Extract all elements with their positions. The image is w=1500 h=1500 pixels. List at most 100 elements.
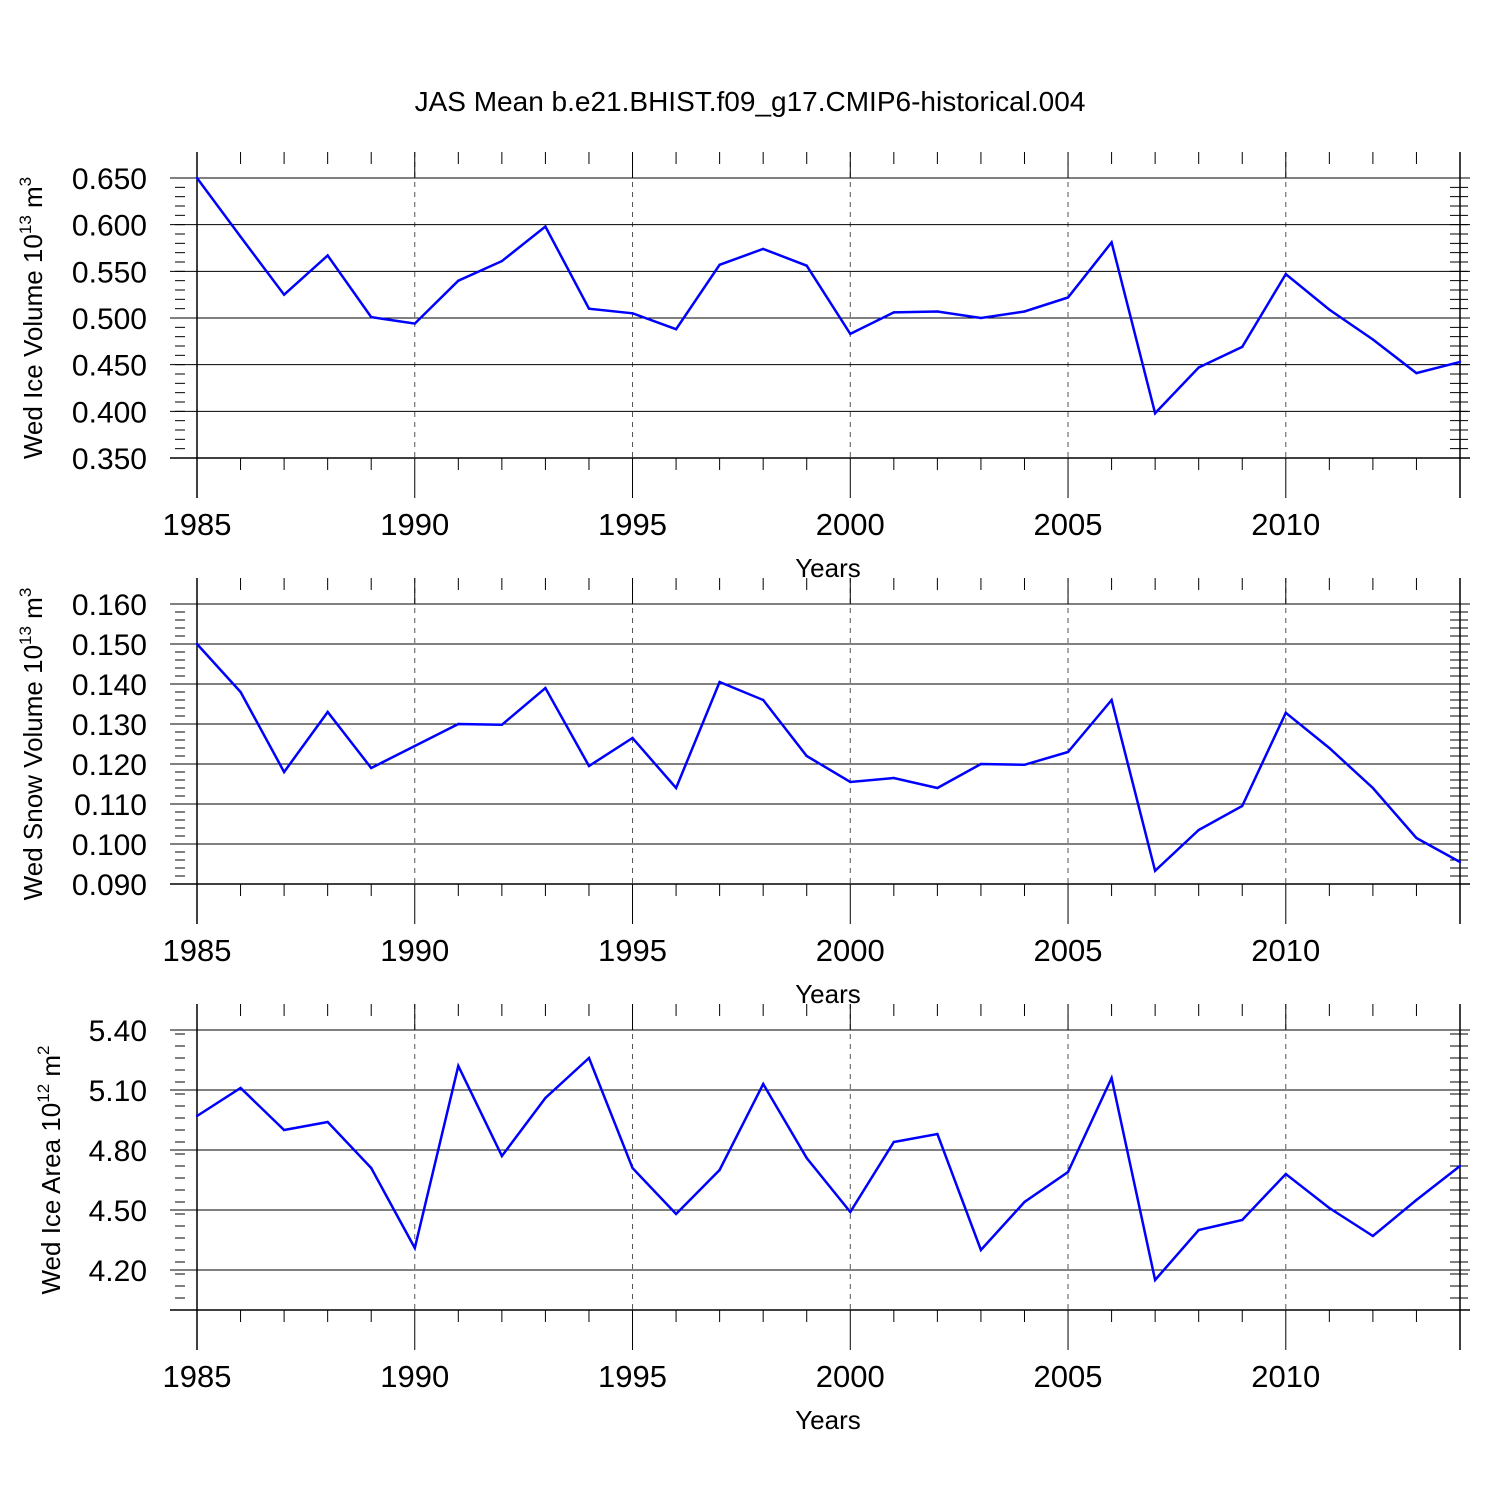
x-tick-label: 1985	[163, 1359, 232, 1394]
data-point	[1153, 412, 1157, 415]
data-point	[674, 786, 678, 790]
data-point	[849, 332, 852, 336]
series-line	[196, 1055, 1461, 1283]
x-axis-label: Years	[795, 553, 861, 583]
data-point	[239, 235, 242, 238]
data-point	[239, 1086, 242, 1090]
data-point	[936, 310, 939, 313]
data-point	[282, 293, 286, 296]
data-point	[413, 322, 416, 325]
y-tick-label: 0.140	[72, 669, 147, 702]
data-point	[805, 1156, 808, 1160]
y-tick-label: 5.40	[89, 1015, 147, 1048]
data-point	[936, 1132, 939, 1136]
data-point	[1284, 1172, 1287, 1176]
data-point	[370, 315, 373, 319]
data-point	[1153, 1278, 1157, 1282]
y-tick-label: 0.600	[72, 210, 147, 243]
data-point	[936, 786, 939, 790]
data-point	[1241, 345, 1244, 349]
x-tick-label: 1995	[598, 507, 667, 542]
y-tick-label: 0.150	[72, 629, 147, 662]
data-point	[892, 311, 896, 314]
data-point	[1458, 360, 1462, 364]
data-point	[1371, 338, 1375, 341]
data-point	[1241, 1218, 1244, 1222]
data-point	[805, 264, 808, 267]
data-point	[587, 307, 591, 310]
y-tick-label: 0.090	[72, 869, 147, 902]
data-point	[544, 225, 547, 228]
data-point	[544, 686, 547, 690]
data-point	[239, 690, 242, 694]
data-point	[500, 259, 504, 263]
y-tick-label: 0.450	[72, 350, 147, 383]
x-tick-label: 1990	[380, 507, 449, 542]
y-tick-label: 0.650	[72, 163, 147, 196]
data-point	[1284, 272, 1287, 276]
data-point	[1371, 1234, 1375, 1238]
data-point	[979, 316, 983, 320]
data-point	[631, 1166, 634, 1170]
x-axis-label: Years	[795, 1405, 861, 1435]
x-tick-label: 1990	[380, 1359, 449, 1394]
data-point	[370, 766, 373, 770]
data-point	[1066, 1170, 1070, 1174]
data-point	[979, 762, 983, 766]
x-tick-label: 1995	[598, 933, 667, 968]
data-point	[457, 722, 460, 726]
data-point	[1110, 241, 1113, 244]
data-point	[326, 710, 329, 714]
data-point	[500, 1154, 504, 1158]
x-axis-label: Years	[795, 979, 861, 1009]
data-point	[282, 1128, 286, 1132]
x-tick-label: 2010	[1251, 1359, 1320, 1394]
data-point	[500, 723, 504, 726]
x-tick-label: 2000	[816, 507, 885, 542]
data-point	[1023, 310, 1026, 313]
data-point	[1415, 1198, 1418, 1202]
data-point	[1328, 746, 1331, 750]
x-tick-label: 2000	[816, 933, 885, 968]
data-point	[761, 1082, 765, 1086]
data-point	[1328, 308, 1331, 311]
x-tick-label: 2005	[1034, 1359, 1103, 1394]
y-tick-label: 0.550	[72, 256, 147, 289]
y-axis-label: Wed Snow Volume 1013 m3	[16, 588, 48, 901]
data-point	[1197, 366, 1200, 369]
data-point	[195, 1114, 199, 1118]
data-point	[1415, 371, 1418, 375]
data-point	[892, 776, 896, 780]
x-tick-label: 2005	[1034, 507, 1103, 542]
data-point	[1458, 860, 1462, 864]
y-tick-label: 0.500	[72, 303, 147, 336]
y-tick-label: 0.350	[72, 443, 147, 476]
data-point	[370, 1166, 373, 1170]
data-point	[1241, 804, 1244, 808]
y-tick-label: 0.120	[72, 749, 147, 782]
data-point	[1023, 763, 1026, 766]
data-point	[544, 1096, 547, 1100]
data-point	[718, 1168, 721, 1172]
data-point	[761, 698, 765, 702]
chart-panel-3: 4.20 4.50 4.80 5.10 5.40 1985 1990 1995 2000 2005…	[34, 1004, 1470, 1435]
data-point	[1328, 1206, 1331, 1210]
data-point	[413, 1246, 416, 1250]
chart-panel-2: 0.090 0.100 0.110 0.120 0.130 0.140 0.150 0.160…	[16, 578, 1470, 1009]
data-point	[1023, 1200, 1026, 1204]
data-point	[849, 780, 852, 784]
data-point	[1066, 750, 1070, 754]
x-tick-label: 2010	[1251, 507, 1320, 542]
x-tick-label: 1990	[380, 933, 449, 968]
data-point	[1110, 1076, 1113, 1080]
data-point	[457, 1064, 460, 1068]
data-point	[849, 1210, 852, 1214]
data-point	[587, 764, 591, 768]
data-point	[1415, 836, 1418, 840]
data-point	[761, 247, 765, 251]
y-axis-label: Wed Ice Volume 1013 m3	[16, 177, 48, 459]
data-point	[718, 263, 721, 266]
data-point	[457, 279, 460, 282]
data-point	[282, 770, 286, 774]
